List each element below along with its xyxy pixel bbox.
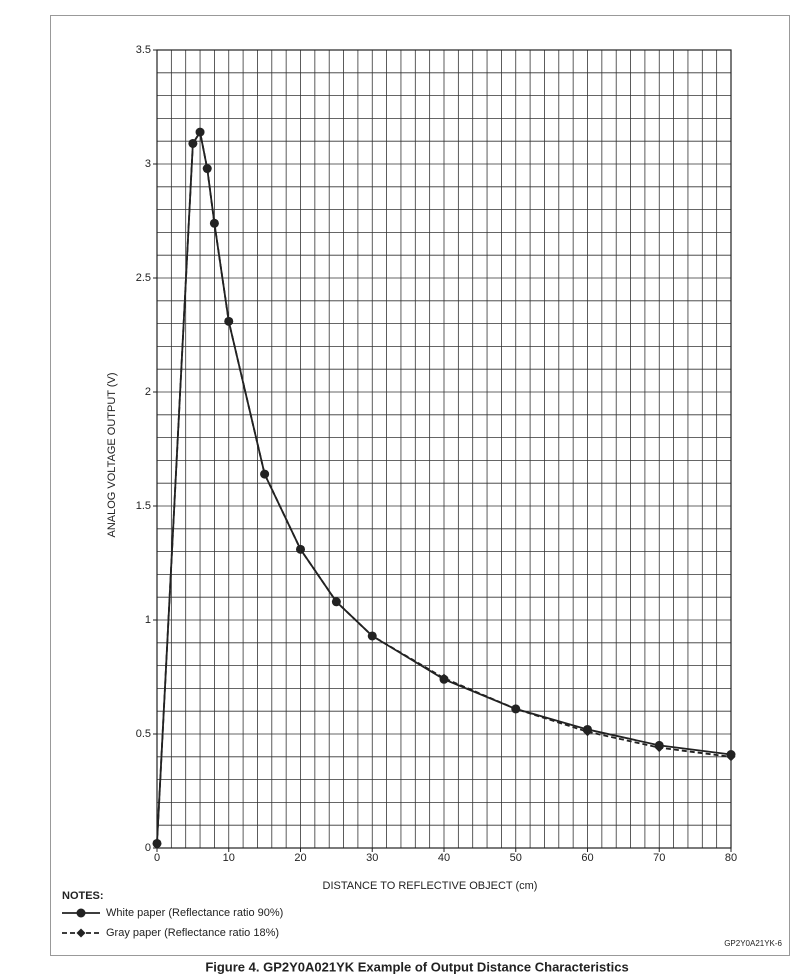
marker	[367, 631, 377, 641]
x-axis-label: DISTANCE TO REFLECTIVE OBJECT (cm)	[323, 880, 538, 892]
x-tick-label: 30	[366, 852, 378, 864]
marker	[260, 469, 270, 479]
y-tick-label: 3	[145, 158, 151, 170]
legend-marker	[76, 908, 86, 918]
y-axis-label: ANALOG VOLTAGE OUTPUT (V)	[106, 372, 118, 537]
x-tick-label: 80	[725, 852, 737, 864]
marker	[224, 316, 234, 326]
marker	[511, 704, 521, 714]
marker	[209, 218, 219, 228]
marker	[654, 740, 664, 750]
x-tick-label: 70	[653, 852, 665, 864]
marker	[296, 544, 305, 554]
y-tick-label: 0.5	[136, 728, 151, 740]
legend-marker	[76, 928, 86, 938]
x-tick-label: 60	[581, 852, 593, 864]
y-tick-label: 1	[145, 614, 151, 626]
y-tick-label: 2	[145, 386, 151, 398]
x-tick-label: 0	[154, 852, 160, 864]
x-tick-label: 10	[223, 852, 235, 864]
legend-label: White paper (Reflectance ratio 90%)	[106, 907, 283, 919]
legend-label: Gray paper (Reflectance ratio 18%)	[106, 927, 279, 939]
marker	[583, 724, 592, 734]
marker	[726, 750, 736, 760]
caption: Figure 4. GP2Y0A021YK Example of Output …	[205, 959, 628, 974]
marker	[188, 138, 198, 148]
y-tick-label: 3.5	[136, 44, 151, 56]
marker	[331, 597, 341, 607]
x-tick-label: 50	[510, 852, 522, 864]
marker	[439, 674, 449, 684]
frame	[50, 15, 790, 956]
marker	[195, 127, 205, 137]
figure-id: GP2Y0A21YK-6	[724, 939, 782, 948]
marker	[152, 838, 162, 848]
marker	[202, 164, 212, 174]
y-tick-label: 2.5	[136, 272, 151, 284]
x-tick-label: 20	[294, 852, 306, 864]
y-tick-label: 1.5	[136, 500, 151, 512]
notes-title: NOTES:	[62, 890, 104, 902]
x-tick-label: 40	[438, 852, 450, 864]
y-tick-label: 0	[145, 842, 151, 854]
